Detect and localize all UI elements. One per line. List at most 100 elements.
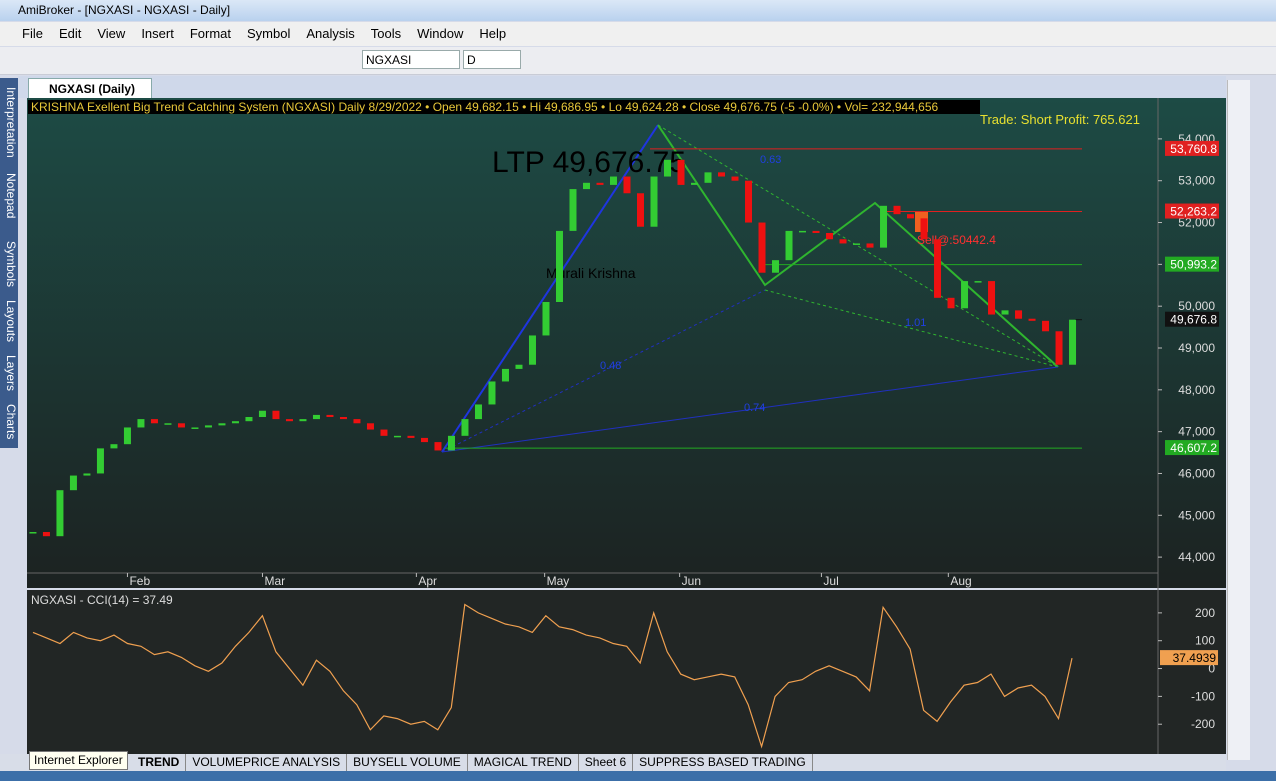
candle xyxy=(1015,310,1023,319)
candle xyxy=(312,414,320,420)
fib-label: 0.48 xyxy=(600,360,621,372)
sheet-tab[interactable]: MAGICAL TREND xyxy=(468,754,579,771)
candle xyxy=(150,419,158,424)
symbol-combo[interactable]: NGXASI xyxy=(362,50,460,69)
candle xyxy=(218,423,226,426)
menu-item[interactable]: Help xyxy=(479,26,507,41)
x-tick-label: Jul xyxy=(823,574,838,588)
side-tab[interactable]: Charts xyxy=(4,404,18,440)
candle xyxy=(1001,310,1009,315)
candle xyxy=(285,419,293,422)
fib-label: 1.01 xyxy=(905,317,926,329)
menu-item[interactable]: Edit xyxy=(58,26,82,41)
y-tick-label: -100 xyxy=(1191,689,1215,703)
candle xyxy=(461,419,469,436)
tab-strip xyxy=(18,76,1226,98)
y-tick-label: 44,000 xyxy=(1178,550,1215,564)
side-tab[interactable]: Layers xyxy=(4,354,18,392)
menu-item[interactable]: Insert xyxy=(141,26,174,41)
candle xyxy=(677,159,685,185)
candle xyxy=(488,381,496,405)
taskbar xyxy=(0,771,1276,781)
candle xyxy=(137,419,145,428)
candle xyxy=(1069,319,1077,365)
candle xyxy=(907,214,915,219)
menu-item[interactable]: Tools xyxy=(370,26,402,41)
x-tick-label: Mar xyxy=(264,574,285,588)
candle xyxy=(880,205,888,248)
candle xyxy=(582,182,590,190)
interval-combo[interactable]: D xyxy=(463,50,521,69)
y-tick-label: 50,000 xyxy=(1178,299,1215,313)
level-box xyxy=(1165,256,1219,272)
sheet-tab[interactable]: Sheet 6 xyxy=(579,754,634,771)
candle xyxy=(447,435,455,451)
candle xyxy=(1042,320,1050,332)
sheet-tab[interactable]: TREND xyxy=(132,754,187,771)
menu-item[interactable]: Analysis xyxy=(306,26,355,41)
candle xyxy=(110,444,118,449)
candle xyxy=(569,189,577,231)
menu-item[interactable]: View xyxy=(97,26,126,41)
candle xyxy=(785,230,793,261)
level-box xyxy=(1165,311,1219,327)
candle xyxy=(772,260,780,273)
toolbar: NGXASI D xyxy=(0,47,1276,75)
menu-item[interactable]: File xyxy=(22,26,43,41)
sheet-tab[interactable]: SUPPRESS BASED TRADING xyxy=(633,754,813,771)
title-bar: AmiBroker - [NGXASI - NGXASI - Daily] xyxy=(0,0,1276,21)
value-box xyxy=(1160,650,1218,666)
candle xyxy=(272,410,280,420)
candle xyxy=(393,435,401,438)
menu-item[interactable]: Symbol xyxy=(247,26,291,41)
x-tick-label: Jun xyxy=(682,574,701,588)
side-tab[interactable]: Symbols xyxy=(4,240,18,287)
sheet-tabs: TREND VOLUMEPRICE ANALYSIS BUYSELL VOLUME M… xyxy=(0,754,1226,771)
candle xyxy=(434,442,442,451)
candle xyxy=(623,176,631,194)
y-tick-label: 200 xyxy=(1195,606,1215,620)
annotation: Trade: Short Profit: 765.621 xyxy=(980,112,1140,127)
candle xyxy=(542,301,550,336)
candle xyxy=(69,475,77,491)
cci-title: NGXASI - CCI(14) = 37.49 xyxy=(31,593,173,607)
y-tick-label: 45,000 xyxy=(1178,508,1215,522)
sheet-tab[interactable]: VOLUMEPRICE ANALYSIS xyxy=(186,754,348,771)
sheet-tab[interactable]: BUYSELL VOLUME xyxy=(347,754,468,771)
y-tick-label: 52,000 xyxy=(1178,216,1215,230)
candle xyxy=(934,239,942,298)
candle xyxy=(555,230,563,302)
candle xyxy=(123,427,131,445)
candle xyxy=(326,414,334,418)
candle xyxy=(920,218,928,240)
level-box xyxy=(1165,440,1219,456)
tooltip: Internet Explorer xyxy=(29,751,128,770)
side-tab[interactable]: Interpretation xyxy=(4,86,18,158)
x-tick-label: Feb xyxy=(129,574,150,588)
menu-item[interactable]: Window xyxy=(417,26,464,41)
side-tab[interactable]: Layouts xyxy=(4,299,18,343)
candle xyxy=(893,205,901,215)
candle xyxy=(758,222,766,273)
y-tick-label: 100 xyxy=(1195,634,1215,648)
candle xyxy=(245,417,253,422)
level-label: 46,607.2 xyxy=(1170,441,1217,455)
y-tick-label: 48,000 xyxy=(1178,383,1215,397)
candle xyxy=(988,281,996,315)
side-tab[interactable]: Notepad xyxy=(4,173,18,219)
menu-item[interactable]: Format xyxy=(189,26,231,41)
candle xyxy=(366,423,374,430)
candle xyxy=(718,172,726,177)
chart-header: KRISHNA Exellent Big Trend Catching Syst… xyxy=(31,100,939,114)
y-tick-label: -200 xyxy=(1191,717,1215,731)
chart-tab[interactable]: NGXASI (Daily) xyxy=(28,78,152,98)
drawing-toolbar xyxy=(1227,80,1250,760)
candle xyxy=(299,419,307,422)
level-label: 52,263.2 xyxy=(1170,205,1217,219)
annotation: Sell@:50442.4 xyxy=(917,233,996,247)
candle xyxy=(839,239,847,244)
value-label: 37.4939 xyxy=(1173,651,1217,665)
level-box xyxy=(1165,140,1219,156)
candle xyxy=(1055,331,1063,365)
